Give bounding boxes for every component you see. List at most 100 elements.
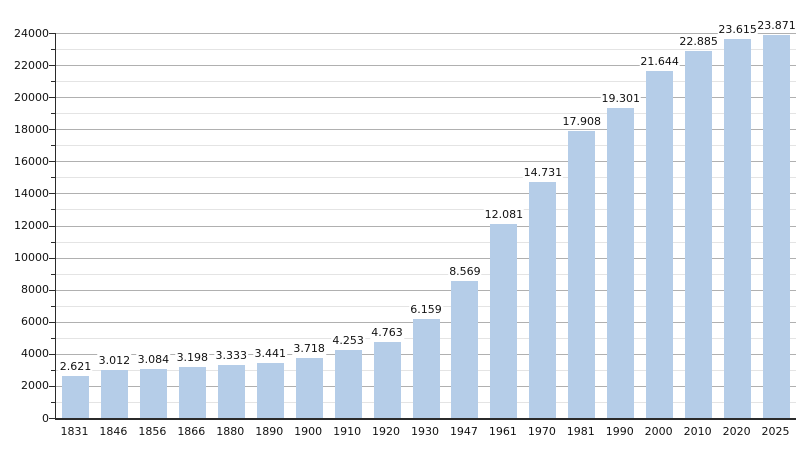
x-axis-label: 2020 (722, 425, 751, 438)
y-axis-tick (51, 177, 55, 179)
y-axis-tick (49, 289, 55, 291)
y-axis-tick (51, 369, 55, 371)
bar-1846 (100, 369, 128, 418)
bar-value-label: 4.763 (370, 325, 404, 339)
major-gridline (56, 225, 796, 227)
y-axis-label: 10000 (14, 251, 49, 265)
bar-value-label: 8.569 (448, 264, 482, 278)
y-axis-tick (49, 257, 55, 259)
x-axis-label: 1930 (411, 425, 439, 438)
x-axis-label: 2025 (761, 425, 790, 438)
bar-value-label: 12.081 (483, 208, 525, 222)
y-axis-tick (49, 193, 55, 195)
y-axis-tick (49, 65, 55, 67)
y-axis-label: 18000 (14, 122, 49, 136)
bar-value-label: 3.084 (136, 352, 171, 366)
y-axis-label: 8000 (21, 283, 49, 297)
major-gridline (56, 129, 796, 131)
y-axis-tick (51, 113, 55, 115)
y-axis-label: 6000 (21, 315, 49, 329)
bar-1920 (373, 341, 401, 418)
bar-2000 (646, 70, 674, 418)
y-axis-tick (49, 353, 55, 355)
plot-area: 2.621 3.012 3.084 3.198 3.333 3.441 3.718 4.253… (55, 19, 797, 420)
bar-1970 (529, 181, 557, 418)
y-axis-label: 4000 (21, 347, 49, 361)
bar-value-label: 3.198 (175, 350, 210, 364)
y-axis-label: 14000 (14, 186, 49, 200)
bar-value-label: 19.301 (600, 92, 641, 106)
bar-value-label: 14.731 (522, 165, 564, 179)
x-axis-label: 1856 (138, 425, 167, 438)
bar-1981 (568, 130, 596, 418)
bar-2020 (724, 39, 752, 418)
major-gridline (56, 97, 796, 99)
x-axis-label: 1947 (449, 425, 478, 438)
bar-value-label: 3.718 (292, 342, 326, 356)
major-gridline (56, 257, 796, 259)
bar-1990 (607, 108, 635, 418)
y-axis-tick (49, 97, 55, 99)
x-axis-label: 1961 (488, 425, 517, 438)
bar-1880 (217, 364, 245, 418)
bar-1947 (451, 280, 479, 418)
y-axis-tick (51, 49, 55, 51)
bar-value-label: 3.441 (253, 346, 287, 360)
y-axis-tick (51, 305, 55, 307)
bar-1856 (139, 368, 167, 418)
x-axis-label: 2000 (644, 425, 673, 438)
minor-gridline (56, 177, 796, 179)
major-gridline (56, 33, 796, 34)
minor-gridline (56, 241, 796, 243)
minor-gridline (56, 273, 796, 275)
y-axis-tick (51, 337, 55, 339)
y-axis-label: 0 (42, 411, 49, 425)
minor-gridline (56, 145, 796, 147)
y-axis-label: 2000 (21, 379, 49, 393)
x-axis-label: 1970 (527, 425, 556, 438)
y-axis-label: 24000 (14, 26, 49, 40)
x-axis-label: 1910 (333, 425, 362, 438)
x-axis-label: 1866 (177, 425, 206, 438)
bar-value-label: 23.615 (717, 23, 758, 37)
y-axis-tick (49, 161, 55, 163)
bar-value-label: 21.644 (639, 54, 680, 68)
minor-gridline (56, 209, 796, 211)
minor-gridline (56, 113, 796, 115)
y-axis-tick (51, 209, 55, 211)
y-axis-tick (49, 129, 55, 131)
y-axis-tick (51, 401, 55, 403)
bar-1910 (334, 349, 362, 418)
minor-gridline (56, 49, 796, 51)
bar-value-label: 2.621 (58, 359, 93, 373)
x-axis-label: 1900 (294, 425, 323, 438)
major-gridline (56, 161, 796, 163)
x-axis-label: 1831 (60, 425, 89, 438)
y-axis-tick (51, 241, 55, 243)
y-axis-tick (49, 418, 55, 419)
x-axis-label: 1890 (255, 425, 284, 438)
bar-1890 (256, 362, 284, 418)
bar-value-label: 4.253 (331, 333, 365, 347)
bar-1831 (61, 375, 89, 418)
y-axis-tick (51, 273, 55, 275)
y-axis-tick (49, 225, 55, 227)
x-axis-label: 1846 (99, 425, 128, 438)
y-axis-tick (51, 81, 55, 83)
bar-1900 (295, 358, 323, 418)
bar-value-label: 22.885 (678, 34, 719, 48)
bar-1930 (412, 319, 440, 418)
bar-value-label: 3.333 (214, 348, 248, 362)
y-axis-label: 12000 (14, 219, 49, 232)
bar-2010 (685, 50, 713, 418)
bar-value-label: 3.012 (97, 353, 132, 367)
bar-value-label: 23.871 (756, 19, 797, 33)
x-axis-label: 1990 (605, 425, 634, 438)
x-axis-label: 2010 (683, 425, 712, 438)
x-axis-label: 1920 (372, 425, 401, 438)
minor-gridline (56, 81, 796, 83)
y-axis-tick (49, 385, 55, 387)
bar-value-label: 17.908 (561, 114, 603, 128)
bar-1961 (490, 224, 518, 418)
